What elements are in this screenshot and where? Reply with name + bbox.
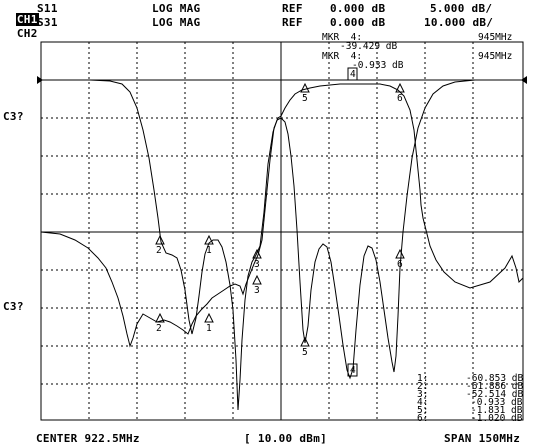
ref-arrow-right-icon (521, 76, 527, 84)
graticule-grid (41, 42, 523, 420)
marker-4-s31-box-icon (347, 363, 358, 377)
ch1-ref-label: REF (282, 2, 303, 15)
marker-1-s31-icon (204, 234, 214, 245)
marker-list-num: 3: (417, 389, 429, 400)
marker-label-3-s31: 3 (254, 259, 260, 270)
side-label-upper: C3? (3, 110, 24, 123)
footer-span: SPAN 150MHz (444, 432, 521, 445)
ch1-param: S11 (37, 2, 58, 15)
marker-1-s11-icon (204, 312, 214, 323)
marker-2-s11-icon (155, 312, 165, 323)
marker-list-value: -1.831 dB (471, 405, 523, 416)
ch1-ref-value: 0.000 dB (330, 2, 386, 15)
marker-list-value: -60.853 dB (466, 373, 524, 384)
marker-list-value: -52.514 dB (466, 389, 524, 400)
marker-list-num: 2: (417, 381, 429, 392)
marker-label-3-s11: 3 (254, 285, 260, 296)
ch2-ref-label: REF (282, 16, 303, 29)
marker-label-4-s11: 4 (350, 69, 356, 80)
ch2-format: LOG MAG (152, 16, 201, 29)
ch1-tag[interactable]: CH1 (15, 13, 39, 26)
ch1-header: CH1 (2, 3, 39, 26)
marker-list-num: 4: (417, 397, 429, 408)
marker-label-4-s31: 4 (350, 365, 356, 376)
footer-power: [ 10.00 dBm] (244, 432, 328, 445)
marker-list-num: 5: (417, 405, 429, 416)
marker-label-6-s11: 6 (397, 93, 403, 104)
side-label-lower: C3? (3, 300, 24, 313)
marker-3-s31-icon (252, 248, 262, 259)
marker-list-value: -61.886 dB (466, 381, 524, 392)
ch1-scale: 5.000 dB/ (430, 2, 493, 15)
marker-list-num: 6: (417, 413, 429, 424)
marker-5-s31-icon (300, 336, 310, 347)
marker-5-s11-icon (300, 82, 310, 93)
marker-label-2-s31: 2 (156, 245, 162, 256)
ch2-tag[interactable]: CH2 (16, 27, 38, 40)
ch1-format: LOG MAG (152, 2, 201, 15)
mkr1-value: -39.429 dB (340, 41, 398, 52)
marker-list-value: -1.020 dB (471, 413, 523, 424)
mkr1-label: MKR 4: (322, 32, 363, 43)
marker-4-s11-box-icon (347, 67, 358, 81)
marker-list-num: 1: (417, 373, 429, 384)
marker-6-s11-icon (395, 82, 405, 93)
ref-arrow-left-icon (37, 76, 43, 84)
marker-2-s31-icon (155, 234, 165, 245)
ch2-param: S31 (37, 16, 58, 29)
mkr2-label: MKR 4: (322, 51, 363, 62)
ch2-ref-value: 0.000 dB (330, 16, 386, 29)
mkr1-freq: 945MHz (478, 32, 513, 43)
marker-label-6-s31: 6 (397, 259, 403, 270)
ch2-scale: 10.000 dB/ (424, 16, 494, 29)
trace-s31 (41, 79, 523, 411)
marker-label-1-s31: 1 (206, 245, 212, 256)
marker-3-s11-icon (252, 274, 262, 285)
marker-6-s31-icon (395, 248, 405, 259)
mkr2-value: -0.933 dB (352, 60, 404, 71)
trace-s11 (40, 83, 524, 348)
marker-label-5-s11: 5 (302, 93, 308, 104)
marker-label-1-s11: 1 (206, 323, 212, 334)
marker-label-5-s31: 5 (302, 347, 308, 358)
marker-label-2-s11: 2 (156, 323, 162, 334)
marker-list-value: -0.933 dB (471, 397, 523, 408)
graticule-frame (40, 41, 524, 421)
mkr2-freq: 945MHz (478, 51, 513, 62)
marker-symbols (155, 82, 405, 347)
footer-center: CENTER 922.5MHz (36, 432, 140, 445)
ch2-header: CH2 (2, 17, 39, 39)
